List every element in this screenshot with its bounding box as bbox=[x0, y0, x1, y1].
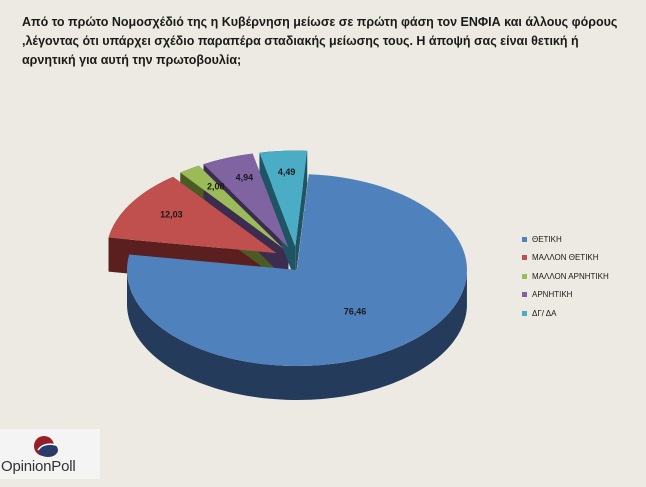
legend-label-4: ΔΓ/ ΔΑ bbox=[532, 308, 557, 318]
pie-value-label-2: 2,08 bbox=[207, 182, 225, 192]
legend-label-2: ΜΑΛΛΟΝ ΑΡΝΗΤΙΚΗ bbox=[532, 271, 609, 281]
legend-swatch-2 bbox=[522, 273, 527, 279]
logo-text: OpinionPoll bbox=[1, 458, 76, 475]
opinionpoll-logo: OpinionPoll bbox=[0, 429, 100, 479]
logo-globe-icon bbox=[34, 436, 58, 457]
pie-slice-3[interactable] bbox=[203, 153, 289, 248]
pie-value-label-3: 4,94 bbox=[236, 173, 254, 183]
legend-swatch-1 bbox=[522, 255, 527, 261]
legend-label-3: ΑΡΝΗΤΙΚΗ bbox=[532, 290, 573, 300]
legend-item-4: ΔΓ/ ΔΑ bbox=[522, 304, 609, 323]
legend-item-2: ΜΑΛΛΟΝ ΑΡΝΗΤΙΚΗ bbox=[522, 267, 609, 286]
legend-swatch-0 bbox=[522, 236, 527, 242]
pie-slice-1[interactable] bbox=[108, 176, 277, 254]
pie-value-label-0: 76,46 bbox=[344, 306, 367, 316]
pie-slice-2[interactable] bbox=[180, 165, 284, 249]
chart-legend: ΘΕΤΙΚΗ ΜΑΛΛΟΝ ΘΕΤΙΚΗ ΜΑΛΛΟΝ ΑΡΝΗΤΙΚΗ ΑΡΝΗΤΙ… bbox=[522, 230, 609, 323]
pie-value-label-4: 4,49 bbox=[278, 167, 296, 177]
legend-label-0: ΘΕΤΙΚΗ bbox=[532, 234, 562, 244]
pie-tops bbox=[108, 150, 467, 366]
legend-item-1: ΜΑΛΛΟΝ ΘΕΤΙΚΗ bbox=[522, 249, 609, 268]
legend-label-1: ΜΑΛΛΟΝ ΘΕΤΙΚΗ bbox=[532, 253, 599, 263]
pie-labels: 76,46 12,03 2,08 4,94 4,49 bbox=[160, 167, 366, 316]
legend-swatch-4 bbox=[522, 310, 527, 316]
pie-side-0 bbox=[127, 271, 467, 400]
chart-title: Από το πρώτο Νομοσχέδιό της η Κυβέρνηση … bbox=[22, 15, 618, 67]
pie-slice-4[interactable] bbox=[259, 150, 308, 247]
pie-slice-0[interactable] bbox=[126, 174, 467, 366]
legend-item-0: ΘΕΤΙΚΗ bbox=[522, 230, 609, 249]
pie-value-label-1: 12,03 bbox=[160, 210, 183, 220]
legend-item-3: ΑΡΝΗΤΙΚΗ bbox=[522, 286, 609, 305]
legend-swatch-3 bbox=[522, 292, 527, 298]
